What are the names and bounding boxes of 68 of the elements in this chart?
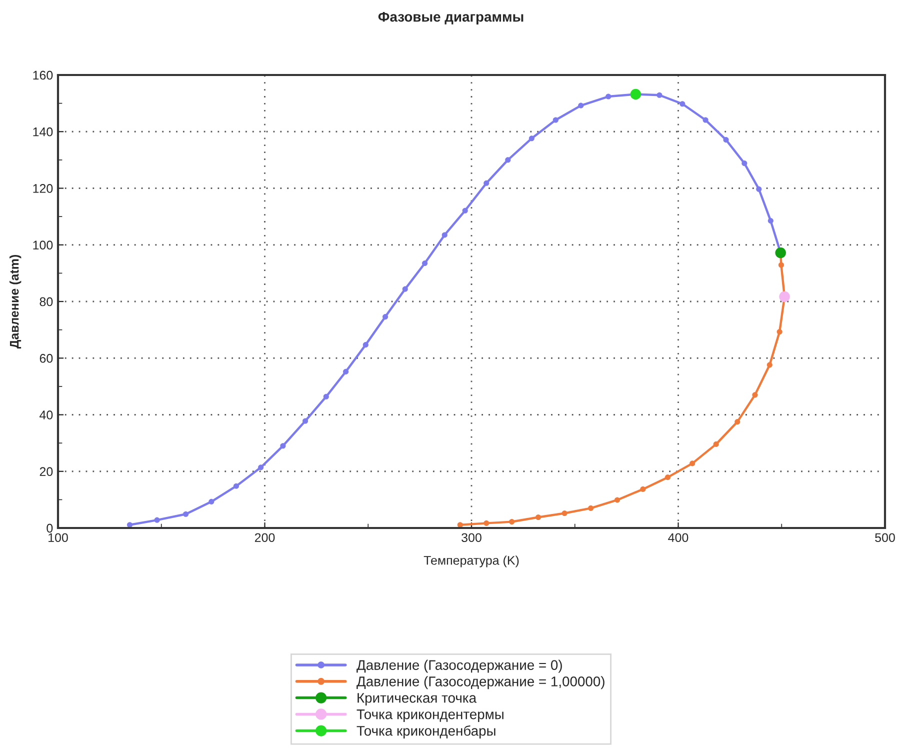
point bbox=[713, 441, 719, 447]
point bbox=[536, 514, 542, 520]
x-tick-label: 500 bbox=[875, 533, 895, 542]
point bbox=[402, 286, 408, 292]
y-tick-label: 100 bbox=[33, 240, 53, 250]
point bbox=[462, 208, 468, 214]
point bbox=[362, 342, 368, 348]
y-axis-title: Давление (atm) bbox=[10, 254, 22, 349]
legend-label: Давление (Газосодержание = 1,00000) bbox=[356, 676, 604, 690]
point bbox=[776, 329, 782, 335]
point bbox=[734, 419, 740, 425]
point bbox=[302, 418, 308, 424]
point bbox=[505, 157, 511, 163]
y-tick-label: 40 bbox=[40, 410, 53, 420]
point bbox=[775, 247, 786, 258]
y-tick-label: 60 bbox=[40, 354, 53, 363]
point bbox=[422, 260, 428, 266]
legend-label: Точка криконденбары bbox=[356, 725, 496, 738]
point bbox=[768, 218, 774, 224]
point bbox=[509, 518, 515, 525]
point bbox=[690, 460, 696, 466]
point bbox=[528, 136, 534, 142]
legend-label: Точка крикондентермы bbox=[356, 710, 504, 722]
point bbox=[323, 394, 329, 400]
point bbox=[588, 505, 594, 511]
point bbox=[442, 232, 448, 238]
point bbox=[766, 362, 772, 368]
y-tick-label: 80 bbox=[40, 297, 53, 306]
y-tick-label: 0 bbox=[46, 524, 53, 533]
legend-label: Давление (Газосодержание = 0) bbox=[356, 660, 562, 673]
point bbox=[723, 137, 729, 143]
point bbox=[656, 92, 662, 98]
point bbox=[664, 474, 670, 480]
point bbox=[606, 94, 612, 100]
point bbox=[562, 510, 568, 516]
point bbox=[208, 498, 214, 504]
point bbox=[382, 314, 388, 320]
point bbox=[280, 443, 286, 449]
y-tick-label: 20 bbox=[40, 467, 53, 476]
point bbox=[182, 511, 189, 517]
point bbox=[680, 101, 686, 107]
point bbox=[778, 262, 784, 268]
y-tick-label: 140 bbox=[33, 127, 53, 136]
point bbox=[343, 368, 349, 374]
point bbox=[702, 117, 708, 123]
y-tick-label: 160 bbox=[33, 70, 53, 80]
x-tick-label: 400 bbox=[668, 533, 688, 542]
point bbox=[779, 291, 790, 302]
point bbox=[578, 102, 584, 108]
point bbox=[233, 483, 239, 489]
x-tick-label: 100 bbox=[48, 533, 68, 542]
y-tick-label: 120 bbox=[33, 184, 53, 193]
point bbox=[640, 486, 646, 492]
point bbox=[484, 180, 490, 186]
x-tick-label: 200 bbox=[254, 533, 275, 542]
point bbox=[484, 520, 490, 526]
point bbox=[614, 497, 620, 503]
legend-label: Критическая точка bbox=[358, 693, 477, 706]
point bbox=[154, 517, 160, 523]
chart-title: Фазовые диаграммы bbox=[378, 12, 524, 24]
point bbox=[630, 88, 642, 100]
point bbox=[752, 392, 758, 398]
point bbox=[742, 160, 748, 166]
x-axis-title: Температура (K) bbox=[424, 556, 519, 568]
x-tick-label: 300 bbox=[462, 533, 482, 542]
point bbox=[258, 464, 264, 470]
point bbox=[552, 117, 558, 123]
point bbox=[756, 186, 762, 192]
